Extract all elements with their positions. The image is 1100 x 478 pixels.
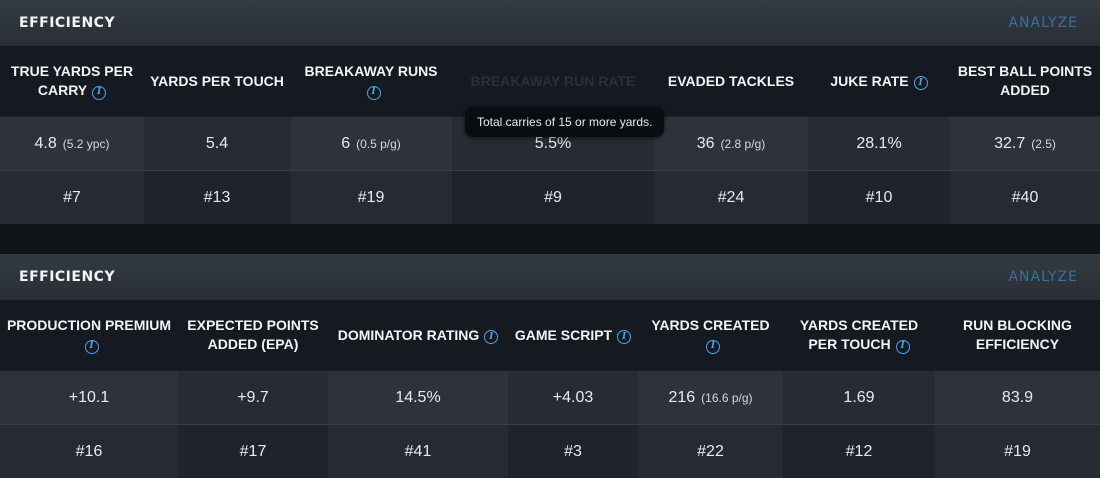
col-header-label: BREAKAWAY RUNS [304, 63, 438, 79]
value-main: 5.4 [205, 134, 229, 152]
value-main: 1.69 [843, 388, 875, 406]
value-sub: (2.8 p/g) [720, 136, 766, 151]
value-main: 6 [341, 134, 351, 152]
col-header-juke-rate: JUKE RATE i [808, 46, 950, 116]
rank-cell: #10 [865, 188, 893, 206]
col-header-label: YARDS CREATED PER TOUCH [799, 317, 919, 352]
rank-cell: #7 [0, 171, 144, 224]
col-header-game-script: GAME SCRIPT i [508, 300, 638, 370]
col-header-label: DOMINATOR RATING [337, 326, 480, 343]
rank-cell: #41 [328, 425, 508, 478]
value-sub: (16.6 p/g) [701, 390, 753, 405]
value-sub: (0.5 p/g) [356, 136, 401, 151]
value-main: 14.5% [395, 388, 441, 406]
col-header-label: GAME SCRIPT [514, 326, 613, 343]
rank-cell: #9 [544, 188, 562, 206]
panel-header: EFFICIENCY ANALYZE [0, 0, 1100, 46]
value-cell: +10.1 [0, 371, 178, 424]
value-main: 83.9 [1001, 388, 1034, 406]
value-main: +9.7 [237, 388, 269, 406]
value-cell: 4.8 (5.2 ypc) [0, 117, 144, 170]
col-header-label: EVADED TACKLES [667, 72, 795, 89]
rank-cell: #19 [290, 171, 452, 224]
rank-row: #7 #13 #19 #9 #24 #10 #40 [0, 170, 1100, 224]
value-main: +4.03 [552, 388, 594, 406]
col-header-run-blocking-efficiency: RUN BLOCKING EFFICIENCY [935, 300, 1100, 370]
value-cell: 28.1% [808, 117, 950, 170]
col-header-best-ball-points-added: BEST BALL POINTS ADDED [950, 46, 1100, 116]
value-cell: 14.5% [328, 371, 508, 424]
value-sub: (5.2 ypc) [62, 136, 110, 151]
value-main: 4.8 [34, 134, 57, 152]
rank-cell: #12 [845, 442, 873, 460]
tooltip: Total carries of 15 or more yards. [465, 107, 665, 137]
col-header-label: YARDS PER TOUCH [150, 72, 284, 89]
analyze-button[interactable]: ANALYZE [1008, 269, 1078, 285]
value-cell: 36 (2.8 p/g) [654, 117, 808, 170]
col-header-label: RUN BLOCKING EFFICIENCY [963, 317, 1072, 352]
col-header-yards-created-per-touch: YARDS CREATED PER TOUCH i [783, 300, 935, 370]
rank-cell: #16 [0, 425, 178, 478]
col-header-label: PRODUCTION PREMIUM [6, 317, 172, 333]
info-icon[interactable]: i [913, 76, 928, 90]
values-row: +10.1 +9.7 14.5% +4.03 216 (16.6 p/g) 1.6… [0, 370, 1100, 424]
rank-row: #16 #17 #41 #3 #22 #12 #19 [0, 424, 1100, 478]
col-header-label: BEST BALL POINTS ADDED [957, 63, 1093, 98]
info-icon[interactable]: i [706, 339, 720, 354]
value-cell: 83.9 [935, 371, 1100, 424]
col-header-evaded-tackles: EVADED TACKLES [654, 46, 808, 116]
info-icon[interactable]: i [617, 330, 632, 344]
col-header-label: YARDS CREATED [651, 317, 770, 333]
info-icon[interactable]: i [92, 85, 107, 100]
value-main: 32.7 [994, 134, 1026, 152]
col-header-dominator-rating: DOMINATOR RATING i [328, 300, 508, 370]
value-main: 28.1% [856, 134, 902, 152]
col-header-production-premium: PRODUCTION PREMIUM i [0, 300, 178, 370]
analyze-button[interactable]: ANALYZE [1008, 15, 1078, 31]
rank-cell: #40 [950, 171, 1100, 224]
col-header-label: TRUE YARDS PER CARRY [10, 63, 134, 98]
value-cell: 32.7 (2.5) [950, 117, 1100, 170]
value-cell: 5.5% [452, 117, 654, 170]
value-main: 216 [668, 388, 696, 406]
rank-cell: #19 [935, 425, 1100, 478]
value-cell: 216 (16.6 p/g) [638, 371, 783, 424]
rank-cell: #22 [638, 425, 783, 478]
value-main: 5.5% [534, 134, 572, 152]
value-cell: 1.69 [783, 371, 935, 424]
rank-cell: #17 [239, 442, 267, 460]
info-icon[interactable]: i [895, 339, 910, 354]
info-icon[interactable]: i [366, 85, 381, 100]
col-header-yards-created: YARDS CREATED i [638, 300, 783, 370]
value-cell: 5.4 [144, 117, 290, 170]
col-header-label: JUKE RATE [830, 72, 909, 89]
value-cell: 6 (0.5 p/g) [290, 117, 452, 170]
col-header-breakaway-runs: BREAKAWAY RUNS i [290, 46, 452, 116]
value-cell: +4.03 [508, 371, 638, 424]
efficiency-panel-1: EFFICIENCY ANALYZE TRUE YARDS PER CARRY i… [0, 0, 1100, 224]
rank-cell: #24 [654, 171, 808, 224]
value-main: 36 [696, 134, 715, 152]
col-header-label: BREAKAWAY RUN RATE [470, 72, 636, 89]
panel-title: EFFICIENCY [19, 269, 116, 285]
col-header-yards-per-touch: YARDS PER TOUCH [144, 46, 290, 116]
rank-cell: #13 [203, 188, 231, 206]
info-icon[interactable]: i [84, 339, 99, 354]
panel-header: EFFICIENCY ANALYZE [0, 254, 1100, 300]
value-main: +10.1 [68, 388, 110, 406]
panel-title: EFFICIENCY [19, 15, 116, 31]
col-header-true-yards-per-carry: TRUE YARDS PER CARRY i [0, 46, 144, 116]
col-header-epa: EXPECTED POINTS ADDED (EPA) [178, 300, 328, 370]
efficiency-panel-2: EFFICIENCY ANALYZE PRODUCTION PREMIUM i E… [0, 254, 1100, 478]
value-cell: +9.7 [178, 371, 328, 424]
rank-cell: #3 [564, 442, 582, 460]
info-icon[interactable]: i [484, 330, 499, 344]
header-row: PRODUCTION PREMIUM i EXPECTED POINTS ADDE… [0, 300, 1100, 370]
col-header-breakaway-run-rate: BREAKAWAY RUN RATE [452, 46, 654, 116]
col-header-label: EXPECTED POINTS ADDED (EPA) [187, 317, 319, 352]
header-row: TRUE YARDS PER CARRY i YARDS PER TOUCH BR… [0, 46, 1100, 137]
value-sub: (2.5) [1031, 136, 1056, 151]
